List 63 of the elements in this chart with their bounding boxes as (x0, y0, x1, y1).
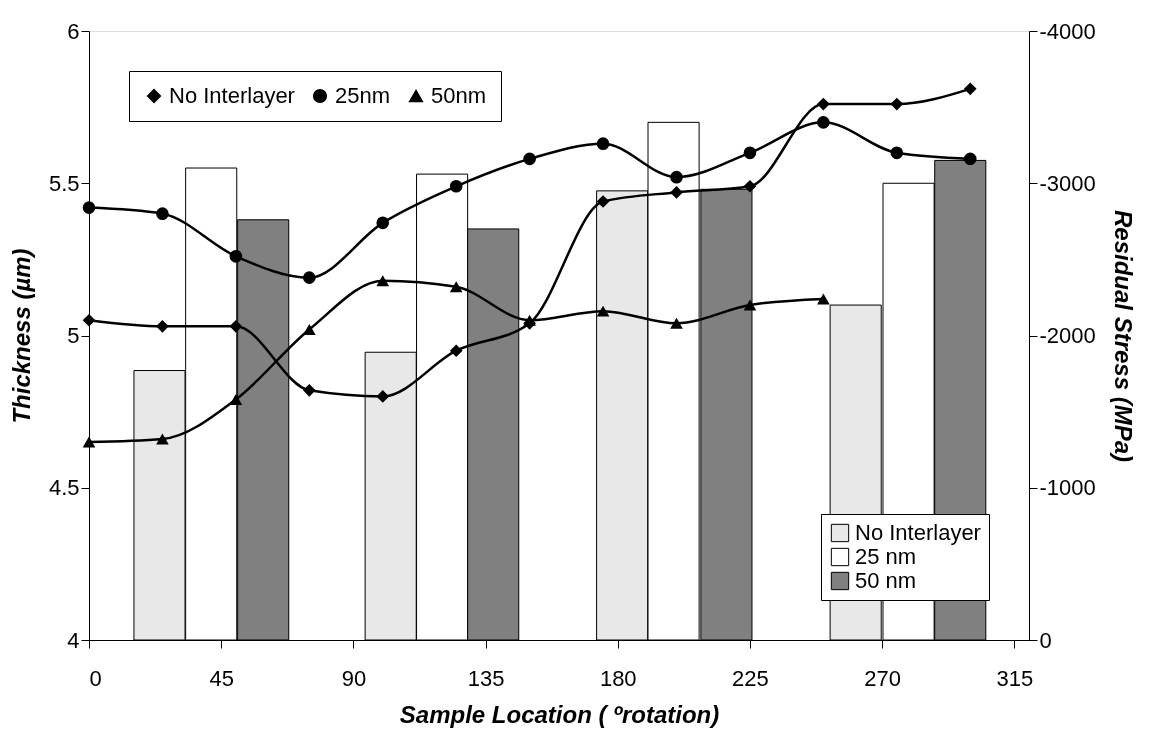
legend-label: No Interlayer (169, 83, 295, 108)
point (376, 216, 390, 230)
point (817, 116, 830, 129)
point (523, 152, 536, 166)
point (743, 179, 757, 193)
point (596, 195, 610, 208)
legend-label: 50nm (431, 83, 487, 108)
point (743, 299, 757, 311)
point (596, 305, 610, 317)
y2-tick-label: -2000 (1039, 323, 1096, 348)
point (670, 170, 683, 184)
x-tick-label: 225 (732, 665, 769, 691)
point (302, 323, 316, 335)
point (156, 320, 169, 333)
y2-axis-title: Residual Stress (MPa) (1109, 209, 1137, 463)
legend-label: 50 nm (855, 568, 917, 593)
point (156, 433, 169, 445)
point (449, 281, 463, 293)
point (376, 390, 390, 403)
x-tick-label: 0 (89, 665, 102, 691)
point (82, 201, 96, 214)
point (449, 179, 463, 193)
point (523, 314, 536, 326)
point (817, 97, 830, 111)
y-tick-label: 6 (67, 18, 80, 44)
point (229, 320, 243, 333)
point (743, 146, 757, 160)
y2-tick-label: -3000 (1039, 170, 1096, 196)
point (817, 293, 830, 305)
y-tick-label: 4 (67, 627, 80, 653)
legend-label: 25nm (335, 83, 391, 108)
point (376, 275, 390, 287)
x-tick-label: 135 (467, 665, 505, 691)
y-tick-label: 4.5 (48, 475, 80, 501)
x-tick-label: 90 (341, 665, 367, 691)
x-tick-label: 45 (209, 665, 234, 691)
point (963, 82, 977, 96)
point (963, 152, 977, 166)
point (229, 250, 243, 263)
x-tick-label: 270 (864, 665, 901, 691)
point (229, 393, 243, 405)
point (82, 436, 96, 448)
y-tick-label: 5 (67, 323, 80, 348)
point (670, 317, 683, 329)
point (302, 383, 316, 397)
y2-tick-label: 0 (1039, 627, 1052, 653)
point (890, 97, 904, 111)
point (302, 271, 316, 284)
y-axis-title: Thickness (µm) (7, 248, 35, 424)
y2-tick-label: -4000 (1039, 18, 1096, 44)
legend-label: 25 nm (855, 544, 917, 569)
point (82, 313, 96, 327)
point (156, 207, 169, 221)
y2-tick-label: -1000 (1039, 475, 1096, 501)
y-tick-label: 5.5 (48, 170, 80, 196)
point (596, 137, 610, 150)
point (670, 186, 683, 199)
x-axis-title: Sample Location ( ºrotation) (399, 700, 720, 728)
point (890, 146, 904, 160)
x-tick-label: 180 (599, 665, 637, 691)
x-tick-label: 315 (996, 665, 1034, 691)
point (449, 344, 463, 358)
legend-label: No Interlayer (855, 520, 981, 545)
